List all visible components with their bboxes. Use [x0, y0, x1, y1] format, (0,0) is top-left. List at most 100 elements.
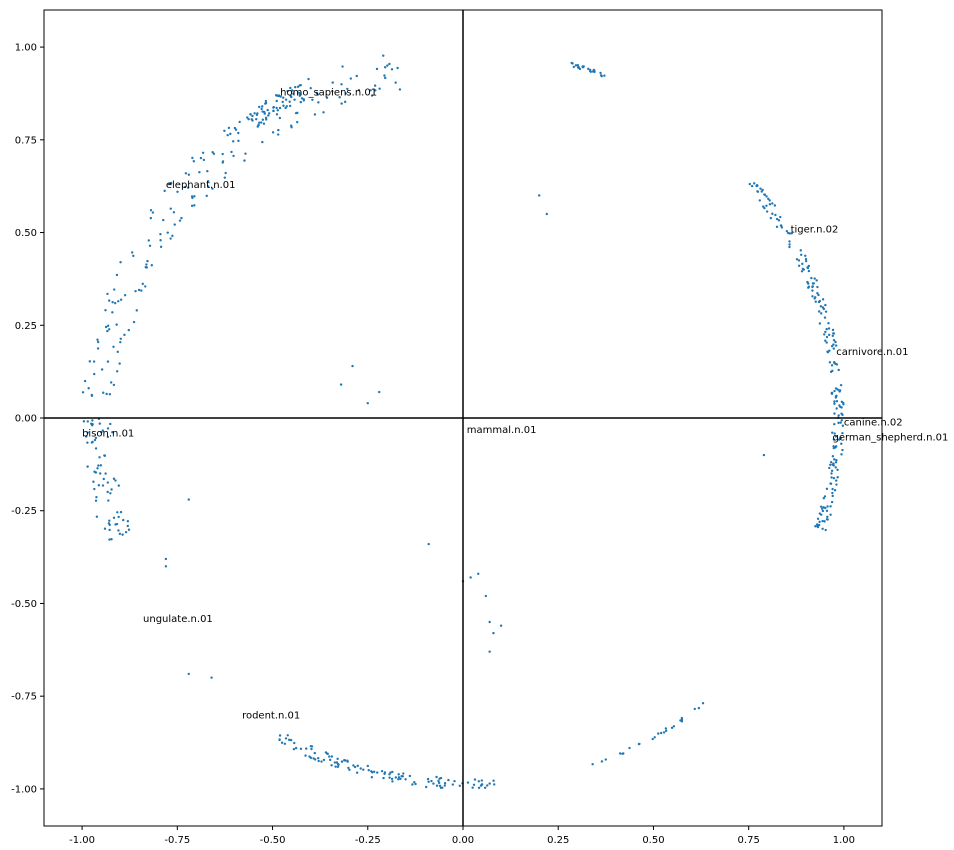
scatter-point [473, 778, 477, 781]
scatter-point [86, 431, 89, 434]
scatter-point [591, 763, 594, 766]
scatter-point [119, 261, 122, 264]
x-tick-label: 0.00 [452, 835, 474, 846]
scatter-point [346, 760, 349, 763]
scatter-point [238, 120, 241, 124]
scatter-point [117, 515, 120, 519]
scatter-point [232, 154, 235, 158]
scatter-point [821, 527, 824, 531]
scatter-point [226, 133, 229, 137]
scatter-point [380, 769, 384, 773]
scatter-point [93, 487, 96, 491]
scatter-point [243, 159, 246, 162]
scatter-point [112, 345, 115, 348]
scatter-point [840, 406, 843, 409]
scatter-point [187, 672, 190, 676]
scatter-point [258, 121, 261, 124]
scatter-point [382, 776, 385, 780]
scatter-point [190, 204, 194, 208]
scatter-point [107, 522, 111, 525]
scatter-point [134, 289, 137, 293]
y-tick-label: 0.25 [15, 321, 37, 332]
scatter-point [328, 758, 332, 762]
scatter-point [841, 424, 845, 427]
scatter-point [827, 327, 831, 330]
scatter-point [408, 774, 412, 778]
scatter-point [834, 344, 838, 347]
scatter-point [127, 528, 131, 531]
scatter-point [618, 752, 622, 755]
scatter-point [108, 393, 112, 396]
scatter-point [140, 289, 143, 292]
scatter-point [115, 273, 119, 277]
scatter-point [100, 431, 103, 434]
scatter-point [814, 296, 817, 299]
scatter-point [281, 100, 284, 104]
scatter-point [451, 783, 454, 786]
scatter-point [263, 110, 266, 114]
scatter-point [159, 245, 163, 249]
scatter-point [537, 194, 541, 197]
point-label: canine.n.02 [844, 417, 903, 428]
scatter-point [102, 477, 105, 481]
scatter-point [302, 99, 306, 102]
scatter-point [272, 106, 275, 109]
scatter-point [825, 341, 828, 344]
scatter-point [811, 289, 814, 292]
scatter-point [797, 264, 801, 267]
scatter-point [126, 524, 129, 528]
scatter-point [284, 737, 288, 740]
scatter-point [352, 764, 355, 767]
scatter-point [171, 234, 174, 238]
scatter-point [93, 438, 97, 442]
scatter-point [284, 98, 288, 101]
scatter-point [198, 171, 201, 174]
scatter-point [145, 263, 148, 266]
scatter-point [811, 285, 814, 289]
scatter-point [307, 77, 310, 81]
scatter-point [841, 448, 844, 452]
scatter-point [372, 770, 376, 773]
scatter-point [824, 303, 827, 307]
scatter-point [278, 116, 282, 120]
scatter-point [376, 771, 379, 774]
x-tick-label: -0.25 [355, 835, 381, 846]
scatter-point [831, 328, 835, 332]
scatter-point [477, 572, 480, 575]
scatter-point [111, 301, 114, 304]
scatter-point [430, 779, 433, 783]
scatter-point [763, 193, 767, 196]
scatter-point [251, 114, 254, 118]
scatter-point [366, 764, 370, 768]
scatter-point [309, 86, 312, 90]
scatter-point [833, 489, 837, 492]
scatter-point [840, 453, 843, 456]
scatter-point [653, 736, 656, 739]
scatter-point [664, 727, 668, 730]
scatter-point [90, 441, 94, 444]
scatter-point [835, 400, 839, 403]
scatter-point [832, 462, 835, 465]
scatter-point [351, 364, 354, 368]
scatter-point [340, 83, 343, 86]
scatter-point [96, 467, 99, 470]
scatter-point [93, 470, 96, 473]
scatter-point [108, 528, 111, 532]
scatter-point [832, 332, 835, 335]
scatter-point [797, 259, 801, 262]
scatter-point [821, 306, 825, 309]
scatter-point [769, 216, 773, 220]
scatter-point [831, 369, 834, 373]
scatter-point [86, 420, 90, 423]
scatter-point [187, 186, 190, 189]
scatter-point [151, 211, 155, 214]
scatter-point [266, 108, 269, 112]
scatter-point [96, 347, 100, 350]
scatter-point [317, 101, 320, 104]
scatter-point [838, 404, 841, 407]
scatter-point [343, 100, 347, 104]
scatter-point [471, 786, 474, 789]
scatter-point [191, 196, 194, 200]
scatter-point [604, 758, 608, 761]
scatter-point [104, 472, 107, 475]
